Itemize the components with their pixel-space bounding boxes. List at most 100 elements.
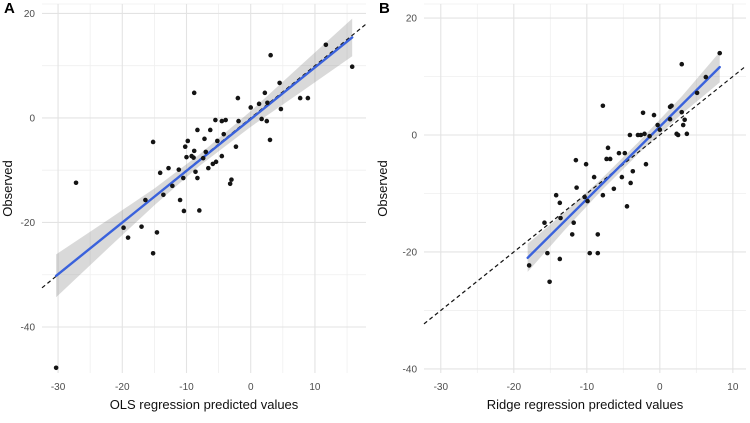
y-tick-label: 20: [24, 9, 36, 20]
data-point: [150, 139, 156, 145]
data-point: [200, 155, 206, 161]
data-point: [195, 175, 200, 181]
data-point: [177, 197, 183, 203]
data-point: [219, 118, 225, 124]
x-tick-label: 10: [727, 382, 739, 393]
data-point: [176, 167, 182, 172]
data-point: [595, 250, 601, 256]
data-point: [635, 132, 641, 138]
data-point: [703, 74, 709, 80]
data-point: [605, 145, 611, 151]
data-point: [679, 109, 685, 115]
data-point: [619, 174, 625, 180]
data-point: [643, 161, 649, 167]
data-point: [233, 144, 239, 149]
data-point: [717, 50, 723, 56]
data-point: [182, 144, 188, 149]
data-point: [611, 186, 617, 192]
data-point: [627, 132, 633, 138]
data-point: [569, 232, 575, 237]
data-point: [682, 117, 687, 123]
data-point: [657, 127, 663, 133]
data-point: [236, 118, 241, 124]
panel-b-svg: 20 0 -20 -40 -30 -20 -10 0 10 Ridge regression pr…: [375, 3, 747, 412]
data-point: [150, 251, 156, 256]
data-point: [248, 105, 254, 110]
data-point: [628, 180, 633, 186]
y-tick-label: -40: [21, 323, 36, 334]
y-axis-title: Observed: [0, 160, 15, 216]
panel-b: B 20 0 -20 -40 -30 -20 -10 0 10 Ridge regression …: [375, 0, 750, 423]
data-point: [139, 224, 144, 229]
data-point: [667, 116, 673, 122]
data-point: [604, 156, 609, 162]
data-point: [680, 122, 686, 128]
data-point: [170, 183, 175, 189]
data-point: [53, 365, 59, 371]
data-point: [557, 256, 563, 262]
data-point: [674, 131, 679, 137]
data-point: [600, 192, 606, 198]
panel-a: A 20 0 -20 -40 -30 -20 -10 0 10 OLS regression pr…: [0, 0, 367, 412]
panel-a-letter: A: [4, 0, 15, 17]
data-point: [264, 118, 270, 124]
data-point: [587, 250, 593, 256]
data-point: [542, 220, 547, 226]
data-point: [202, 136, 207, 142]
x-tick-label: -20: [115, 382, 130, 393]
data-point: [157, 170, 163, 176]
x-tick-label: -30: [51, 382, 66, 393]
data-point: [640, 110, 646, 116]
data-point: [557, 200, 563, 206]
data-point: [154, 230, 160, 235]
data-point: [73, 180, 79, 186]
data-point: [161, 192, 166, 198]
data-point: [600, 103, 606, 109]
y-axis-title: Observed: [375, 160, 390, 216]
data-point: [553, 192, 559, 198]
data-point: [121, 225, 126, 230]
y-tick-label: 0: [411, 130, 417, 141]
data-point: [227, 181, 233, 187]
data-point: [622, 150, 628, 156]
data-point: [267, 137, 273, 143]
data-point: [277, 80, 282, 86]
data-point: [191, 90, 197, 96]
data-point: [193, 169, 198, 175]
data-point: [591, 174, 597, 180]
data-point: [583, 161, 589, 167]
data-point: [679, 61, 685, 67]
data-point: [215, 138, 220, 144]
data-point: [647, 133, 652, 139]
data-point: [694, 90, 700, 96]
data-point: [526, 263, 532, 268]
data-point: [262, 90, 268, 96]
x-tick-label: -10: [179, 382, 194, 393]
data-point: [595, 232, 601, 237]
panel-b-letter: B: [379, 0, 390, 17]
data-point: [166, 165, 171, 171]
data-point: [191, 148, 197, 154]
data-point: [297, 95, 303, 101]
data-point: [207, 127, 213, 133]
data-point: [229, 177, 234, 182]
data-point: [203, 149, 209, 155]
data-point: [213, 117, 218, 123]
data-point: [667, 104, 673, 110]
data-point: [143, 197, 148, 203]
y-tick-label: -20: [403, 247, 418, 258]
y-tick-label: 20: [406, 14, 418, 25]
data-point: [624, 204, 630, 209]
data-point: [607, 156, 613, 162]
data-point: [545, 250, 550, 256]
data-point: [184, 154, 189, 160]
data-point: [223, 117, 228, 123]
x-axis-title: Ridge regression predicted values: [487, 397, 684, 412]
data-point: [185, 138, 191, 144]
data-point: [651, 112, 657, 118]
y-tick-label: 0: [29, 113, 35, 124]
data-point: [684, 131, 690, 137]
data-point: [219, 153, 225, 159]
data-point: [195, 127, 200, 133]
data-point: [630, 168, 636, 174]
